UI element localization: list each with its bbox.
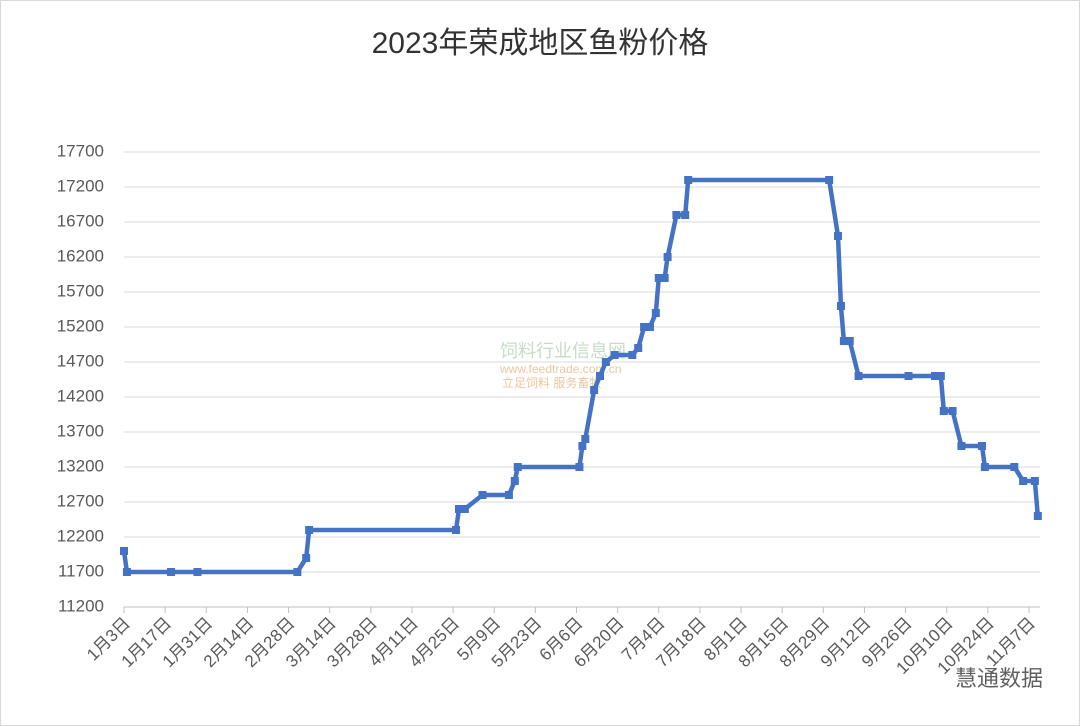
point (663, 253, 672, 261)
point (948, 407, 957, 415)
point (193, 568, 202, 576)
y-tick-label: 13700 (57, 421, 104, 440)
y-tick-label: 11700 (58, 561, 104, 580)
y-tick-label: 14700 (57, 351, 104, 370)
watermark: 立足饲料 服务畜牧 (502, 375, 601, 390)
point (293, 568, 302, 576)
point (122, 568, 131, 576)
y-tick-label: 12700 (57, 491, 104, 510)
point (305, 526, 314, 534)
point (1030, 477, 1039, 485)
point (930, 372, 939, 380)
y-tick-label: 17200 (57, 176, 104, 195)
point (478, 491, 487, 499)
point (672, 211, 681, 219)
watermark: 饲料行业信息网 (500, 341, 626, 361)
point (575, 463, 584, 471)
point (302, 554, 311, 562)
y-tick-label: 17700 (57, 141, 104, 160)
point (854, 372, 863, 380)
y-tick-label: 11200 (58, 596, 104, 615)
point (452, 526, 461, 534)
point (957, 442, 966, 450)
point (454, 505, 463, 513)
y-tick-label: 16200 (57, 246, 104, 265)
point (645, 323, 654, 331)
point (936, 372, 945, 380)
point (839, 337, 848, 345)
point (504, 491, 513, 499)
point (1019, 477, 1028, 485)
point (1010, 463, 1019, 471)
point (634, 344, 643, 352)
point (651, 309, 660, 317)
point (660, 274, 669, 282)
point (510, 477, 519, 485)
point (590, 386, 599, 394)
point (684, 176, 693, 184)
point (578, 442, 587, 450)
watermark: www.feedtrade.com.cn (499, 362, 621, 376)
point (845, 337, 854, 345)
point (980, 463, 989, 471)
point (977, 442, 986, 450)
point (904, 372, 913, 380)
point (581, 435, 590, 443)
point (681, 211, 690, 219)
y-tick-label: 14200 (57, 386, 104, 405)
point (120, 547, 128, 555)
point (460, 505, 469, 513)
point (596, 372, 605, 380)
y-tick-label: 16700 (57, 211, 104, 230)
point (1033, 512, 1042, 520)
point (939, 407, 948, 415)
chart-title: 2023年荣成地区鱼粉价格 (372, 27, 709, 60)
y-tick-label: 12200 (57, 526, 104, 545)
y-tick-label: 13200 (57, 456, 104, 475)
y-tick-label: 15200 (57, 316, 104, 335)
point (834, 232, 843, 240)
brand-watermark: 慧通数据 (955, 666, 1043, 691)
point (513, 463, 522, 471)
point (640, 323, 649, 331)
point (167, 568, 176, 576)
y-tick-label: 15700 (57, 281, 104, 300)
point (628, 351, 637, 359)
point (836, 302, 845, 310)
point (654, 274, 663, 282)
point (825, 176, 834, 184)
point (601, 358, 610, 366)
point (610, 351, 619, 359)
